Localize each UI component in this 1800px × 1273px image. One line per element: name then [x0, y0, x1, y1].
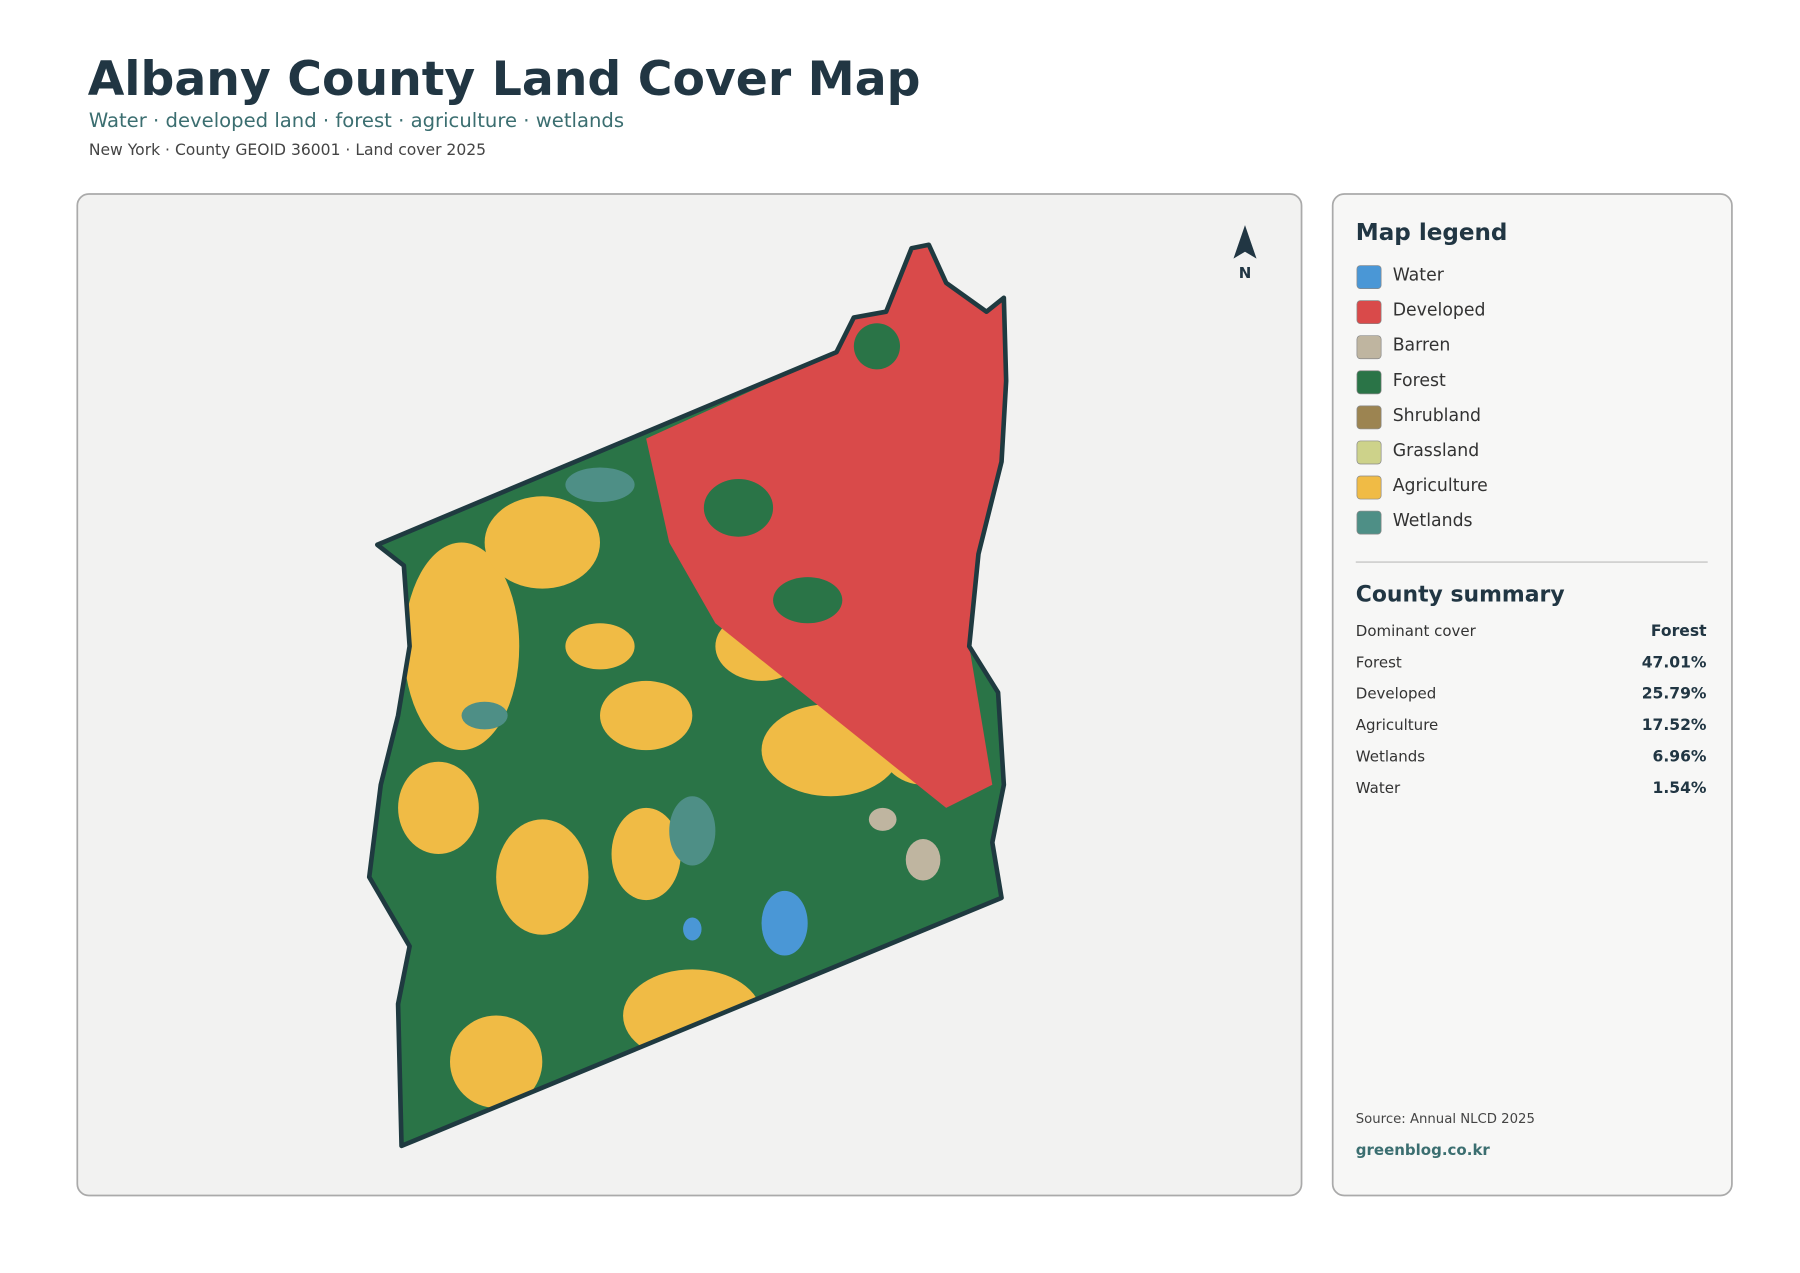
source: Source: Annual NLCD 2025 [1356, 1112, 1535, 1127]
summary-label: Forest [1356, 653, 1402, 671]
summary-label: Wetlands [1356, 747, 1425, 765]
legend-swatch [1356, 265, 1382, 289]
site: greenblog.co.kr [1356, 1141, 1491, 1159]
summary: Dominant cover Forest Forest 47.01% Develope… [1356, 622, 1707, 797]
summary-label: Developed [1356, 685, 1437, 703]
north-arrow [1233, 225, 1257, 259]
legend-label: Agriculture [1393, 476, 1488, 496]
legend-label: Barren [1393, 336, 1451, 356]
title: Albany County Land Cover Map [88, 52, 921, 107]
legend-label: Developed [1393, 301, 1486, 321]
county-outline [366, 242, 1009, 1149]
summary-value: 47.01% [1642, 653, 1707, 671]
legend-swatch [1356, 370, 1382, 395]
legend-title: Map legend [1356, 220, 1508, 246]
legend-label: Wetlands [1393, 511, 1473, 531]
legend-label: Shrubland [1393, 406, 1481, 426]
legend-swatch [1356, 440, 1382, 465]
north-label: N [1239, 264, 1252, 282]
summary-value: Forest [1651, 622, 1707, 640]
summary-title: County summary [1356, 582, 1565, 607]
legend-swatch [1356, 475, 1382, 500]
legend-swatch [1356, 510, 1382, 535]
summary-label: Dominant cover [1356, 622, 1477, 640]
legend-swatch [1356, 335, 1382, 360]
legend-label: Grassland [1393, 441, 1480, 461]
legend-panel [1331, 193, 1733, 1197]
legend-swatch [1356, 300, 1382, 325]
legend-swatch [1356, 405, 1382, 430]
summary-value: 1.54% [1653, 779, 1707, 797]
summary-value: 25.79% [1642, 685, 1707, 703]
legend-label: Water [1393, 266, 1445, 286]
subtitle: Water · developed land · forest · agricu… [89, 109, 624, 132]
summary-value: 6.96% [1653, 747, 1707, 765]
legend-label: Forest [1393, 371, 1446, 391]
summary-value: 17.52% [1642, 716, 1707, 734]
summary-label: Water [1356, 779, 1401, 797]
legend: Water Developed Barren Forest Shrubland Grass… [1356, 265, 1488, 535]
summary-label: Agriculture [1356, 716, 1439, 734]
meta: New York · County GEOID 36001 · Land cov… [89, 141, 486, 159]
